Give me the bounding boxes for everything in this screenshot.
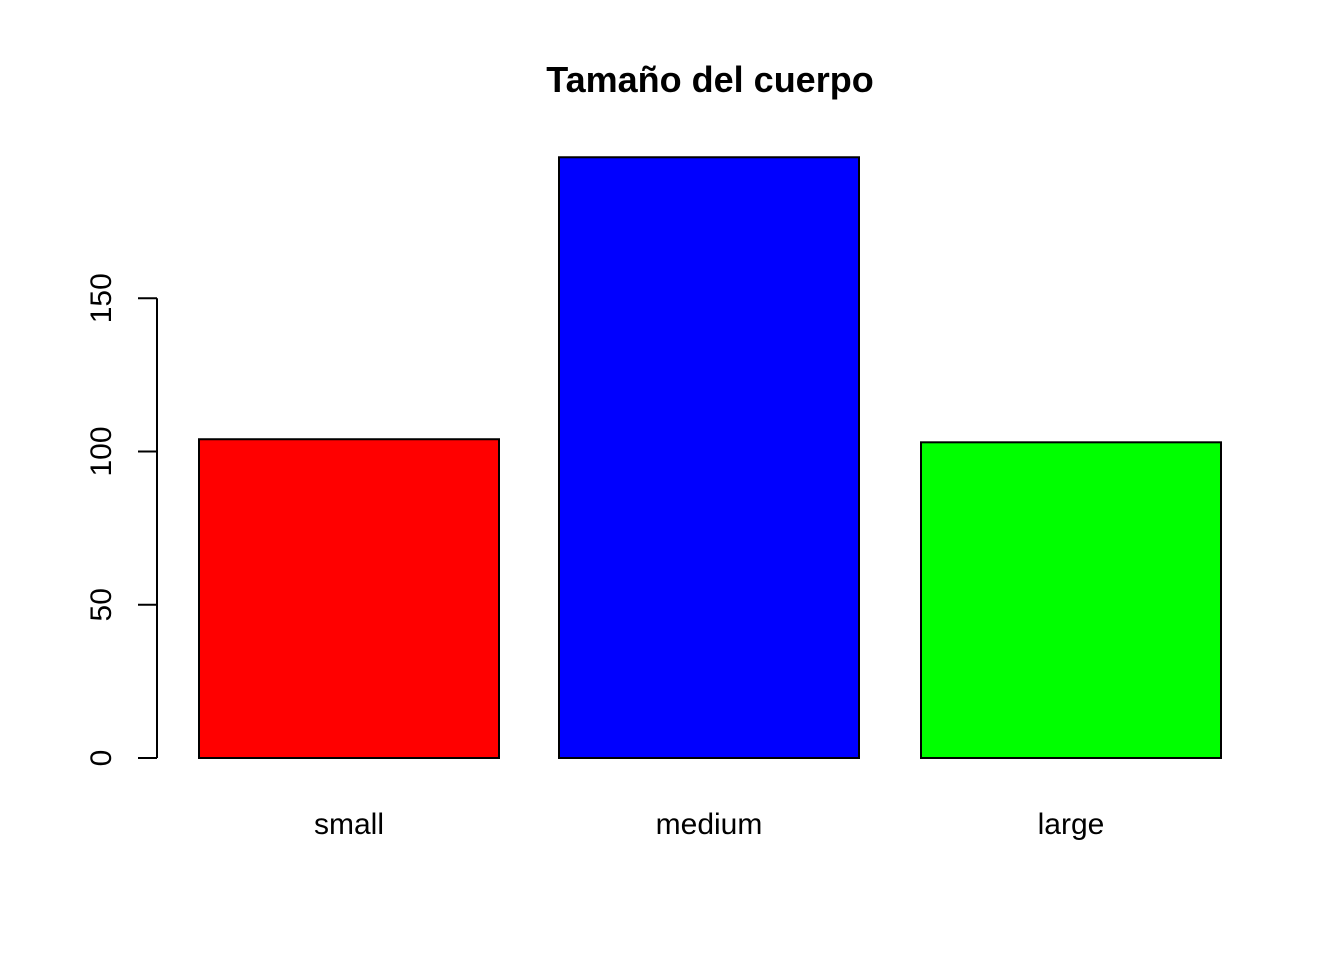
category-labels: small medium large bbox=[314, 808, 1104, 841]
chart-title: Tamaño del cuerpo bbox=[546, 59, 873, 100]
bar-large bbox=[920, 441, 1222, 759]
bar-medium bbox=[558, 156, 860, 759]
y-tick-label: 50 bbox=[85, 588, 118, 621]
y-tick-label: 150 bbox=[85, 273, 118, 323]
category-label-small: small bbox=[314, 808, 384, 841]
category-label-large: large bbox=[1038, 808, 1105, 841]
bar-small bbox=[198, 438, 500, 759]
y-tick-label: 100 bbox=[85, 426, 118, 476]
y-tick-label: 0 bbox=[85, 750, 118, 767]
category-label-medium: medium bbox=[656, 808, 763, 841]
bars-group bbox=[198, 156, 1222, 759]
y-axis: 0 50 100 150 bbox=[85, 273, 158, 767]
